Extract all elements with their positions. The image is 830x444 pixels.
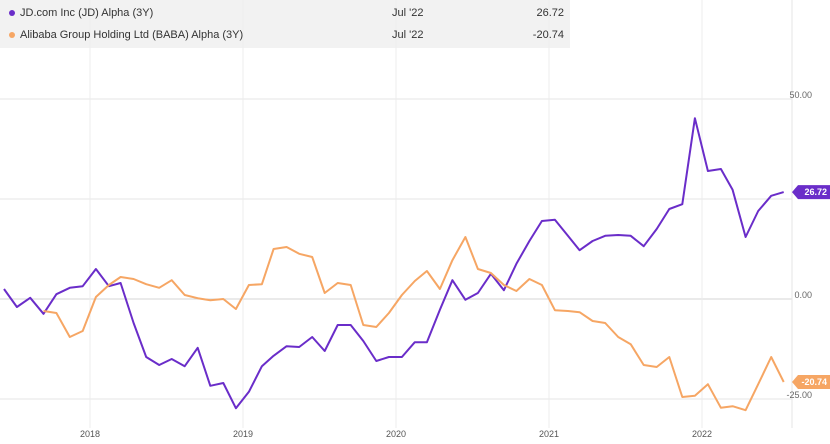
legend-value-baba: -20.74 bbox=[532, 29, 564, 41]
series-lines bbox=[3, 117, 785, 412]
legend-value-jd: 26.72 bbox=[536, 7, 564, 19]
x-tick-label: 2020 bbox=[386, 429, 406, 439]
axis-labels: 50.00 0.00 -25.00 2018 2019 2020 2021 2022 bbox=[80, 90, 812, 439]
x-tick-label: 2019 bbox=[233, 429, 253, 439]
legend-dot-jd bbox=[9, 10, 15, 16]
x-tick-label: 2022 bbox=[692, 429, 712, 439]
end-label-text: -20.74 bbox=[801, 377, 827, 387]
legend-name-jd: JD.com Inc (JD) Alpha (3Y) bbox=[20, 7, 154, 19]
chart-legend: JD.com Inc (JD) Alpha (3Y) Jul '22 26.72… bbox=[0, 0, 570, 48]
legend-row-baba[interactable]: Alibaba Group Holding Ltd (BABA) Alpha (… bbox=[0, 24, 570, 46]
end-label-jd: 26.72 bbox=[792, 185, 830, 200]
x-tick-label: 2018 bbox=[80, 429, 100, 439]
y-tick-label: -25.00 bbox=[786, 390, 812, 400]
series-line-jd bbox=[3, 117, 784, 410]
y-tick-label: 0.00 bbox=[794, 290, 812, 300]
grid-lines bbox=[0, 0, 793, 428]
legend-dot-baba bbox=[9, 32, 15, 38]
end-label-text: 26.72 bbox=[804, 187, 827, 197]
legend-row-jd[interactable]: JD.com Inc (JD) Alpha (3Y) Jul '22 26.72 bbox=[0, 2, 570, 24]
series-line-baba bbox=[43, 236, 785, 412]
legend-date-jd: Jul '22 bbox=[392, 7, 424, 19]
legend-name-baba: Alibaba Group Holding Ltd (BABA) Alpha (… bbox=[20, 29, 244, 41]
end-label-box bbox=[792, 374, 830, 389]
x-tick-label: 2021 bbox=[539, 429, 559, 439]
legend-date-baba: Jul '22 bbox=[392, 29, 424, 41]
end-value-labels: 26.72 -20.74 bbox=[792, 185, 830, 389]
end-label-box bbox=[792, 185, 830, 200]
y-tick-label: 50.00 bbox=[789, 90, 812, 100]
end-label-baba: -20.74 bbox=[792, 374, 830, 389]
